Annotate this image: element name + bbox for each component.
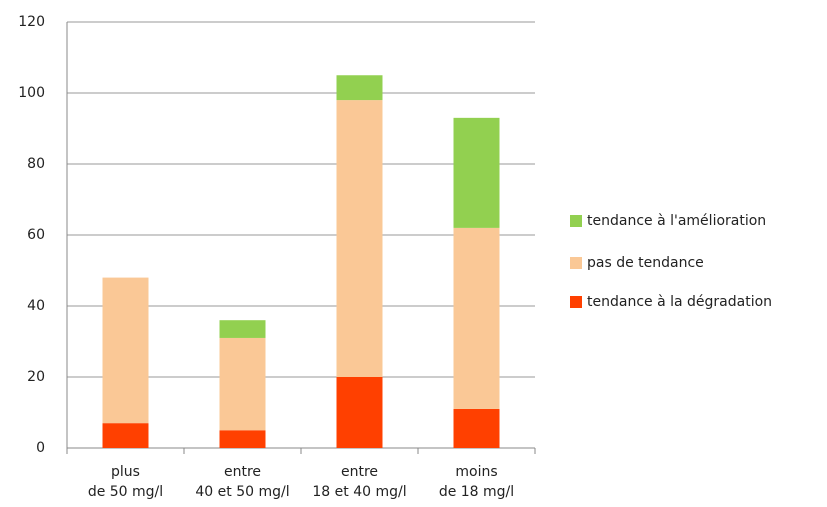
x-tick-label: plus de 50 mg/l xyxy=(88,464,163,500)
bar-segment xyxy=(336,377,383,448)
y-tick-label: 40 xyxy=(27,298,45,314)
bar-segment xyxy=(102,277,149,424)
y-tick-label: 80 xyxy=(27,156,45,172)
bar-segment xyxy=(102,423,149,448)
bar-segment xyxy=(219,430,266,448)
y-tick-label: 100 xyxy=(18,85,45,101)
bar-segment xyxy=(336,100,383,377)
y-tick-label: 60 xyxy=(27,227,45,243)
legend-label: tendance à l'amélioration xyxy=(587,213,766,229)
y-tick-label: 120 xyxy=(18,14,45,30)
y-tick-label: 20 xyxy=(27,369,45,385)
bar-segment xyxy=(219,320,266,338)
legend-label: tendance à la dégradation xyxy=(587,294,772,310)
bar-segment xyxy=(336,75,383,101)
x-tick-label: entre 18 et 40 mg/l xyxy=(312,464,406,500)
legend-swatch xyxy=(570,257,582,269)
legend-swatch xyxy=(570,296,582,308)
x-tick-label: entre 40 et 50 mg/l xyxy=(195,464,289,500)
bar-segment xyxy=(453,408,500,448)
bar-segment xyxy=(453,227,500,409)
bar-segment xyxy=(453,117,500,228)
y-tick-label: 0 xyxy=(36,440,45,456)
x-tick-label: moins de 18 mg/l xyxy=(439,464,514,500)
bar-segment xyxy=(219,337,266,431)
legend-label: pas de tendance xyxy=(587,255,704,271)
legend-swatch xyxy=(570,215,582,227)
